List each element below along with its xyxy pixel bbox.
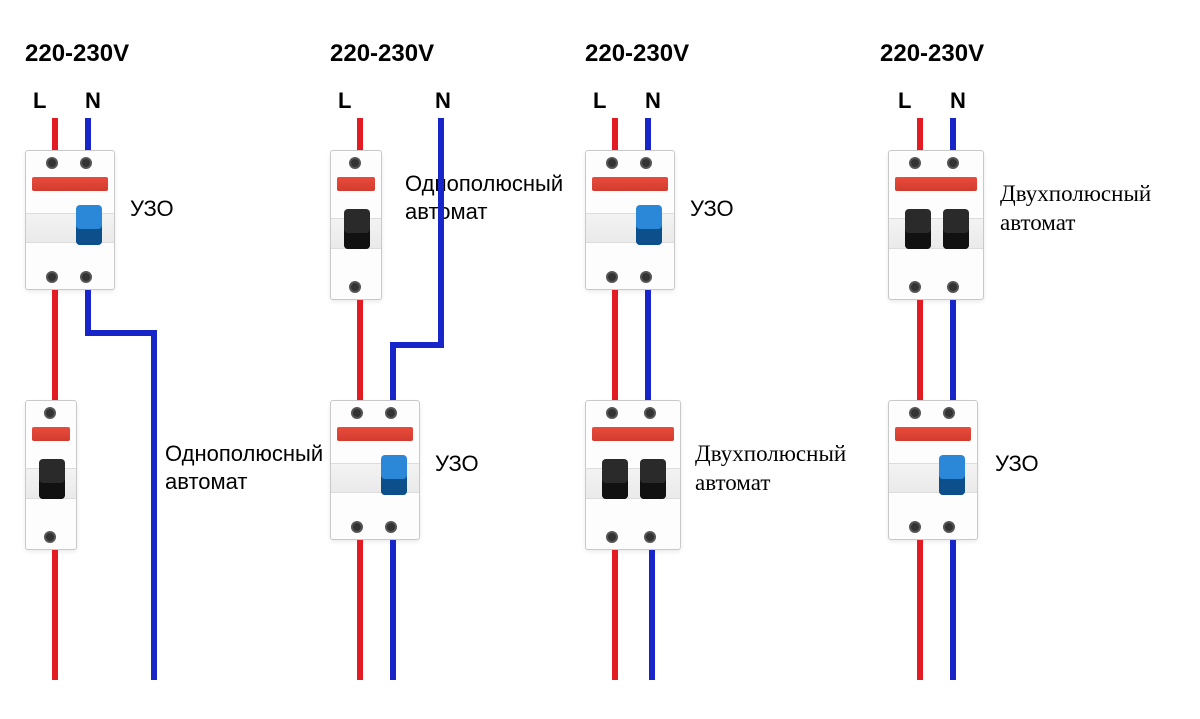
label-uzo: УЗО — [995, 450, 1039, 478]
voltage-label: 220-230V — [330, 40, 434, 68]
wire-L-out — [612, 550, 618, 680]
voltage-label: 220-230V — [25, 40, 129, 68]
label-single-breaker-text: Однополюсный автомат — [165, 440, 325, 495]
circuit-column-1: 220-230V L N УЗО Однополюсный автомат — [25, 40, 325, 700]
terminal-N: N — [950, 88, 966, 114]
circuit-column-4: 220-230V L N Двухполюсный автомат УЗО — [880, 40, 1180, 700]
wire-N — [645, 118, 651, 150]
wire-N-top — [438, 118, 444, 348]
device-breaker-1p — [330, 150, 382, 300]
label-uzo: УЗО — [435, 450, 479, 478]
circuit-column-3: 220-230V L N УЗО Двухполюсный автомат — [585, 40, 885, 700]
wire-N-out — [390, 540, 396, 680]
terminal-N: N — [645, 88, 661, 114]
device-uzo — [25, 150, 115, 290]
device-uzo — [585, 150, 675, 290]
label-single-breaker: Однополюсный автомат — [405, 170, 575, 225]
wire-N-out-h — [85, 330, 157, 336]
wire-N — [85, 118, 91, 150]
device-breaker-1p — [25, 400, 77, 550]
wire-L-mid — [917, 300, 923, 400]
device-uzo — [888, 400, 978, 540]
voltage-label: 220-230V — [585, 40, 689, 68]
terminal-L: L — [898, 88, 911, 114]
label-uzo: УЗО — [130, 195, 174, 223]
terminal-L: L — [33, 88, 46, 114]
wire-L-out — [917, 540, 923, 680]
voltage-label: 220-230V — [880, 40, 984, 68]
wire-N-out — [649, 550, 655, 680]
wire-N-out-down — [151, 330, 157, 680]
wire-L-out — [357, 540, 363, 680]
device-breaker-2p — [585, 400, 681, 550]
wire-L-mid — [612, 290, 618, 400]
wire-N-into-uzo — [390, 342, 396, 400]
wire-N-out — [950, 540, 956, 680]
terminal-N: N — [435, 88, 451, 114]
wire-L — [52, 118, 58, 150]
wire-N-h — [390, 342, 444, 348]
wire-L-mid — [357, 300, 363, 400]
wire-L-mid — [52, 290, 58, 400]
wire-L-out — [52, 550, 58, 680]
label-double-breaker: Двухполюсный автомат — [695, 440, 865, 498]
wire-L — [357, 118, 363, 150]
label-double-breaker: Двухполюсный автомат — [1000, 180, 1170, 238]
label-uzo: УЗО — [690, 195, 734, 223]
wire-L — [612, 118, 618, 150]
wire-L — [917, 118, 923, 150]
wire-N-mid — [950, 300, 956, 400]
terminal-L: L — [338, 88, 351, 114]
wire-N-mid — [645, 290, 651, 400]
device-breaker-2p — [888, 150, 984, 300]
device-uzo — [330, 400, 420, 540]
wire-N — [950, 118, 956, 150]
label-single-breaker: Однополюсный автомат — [165, 440, 325, 495]
terminal-L: L — [593, 88, 606, 114]
terminal-N: N — [85, 88, 101, 114]
